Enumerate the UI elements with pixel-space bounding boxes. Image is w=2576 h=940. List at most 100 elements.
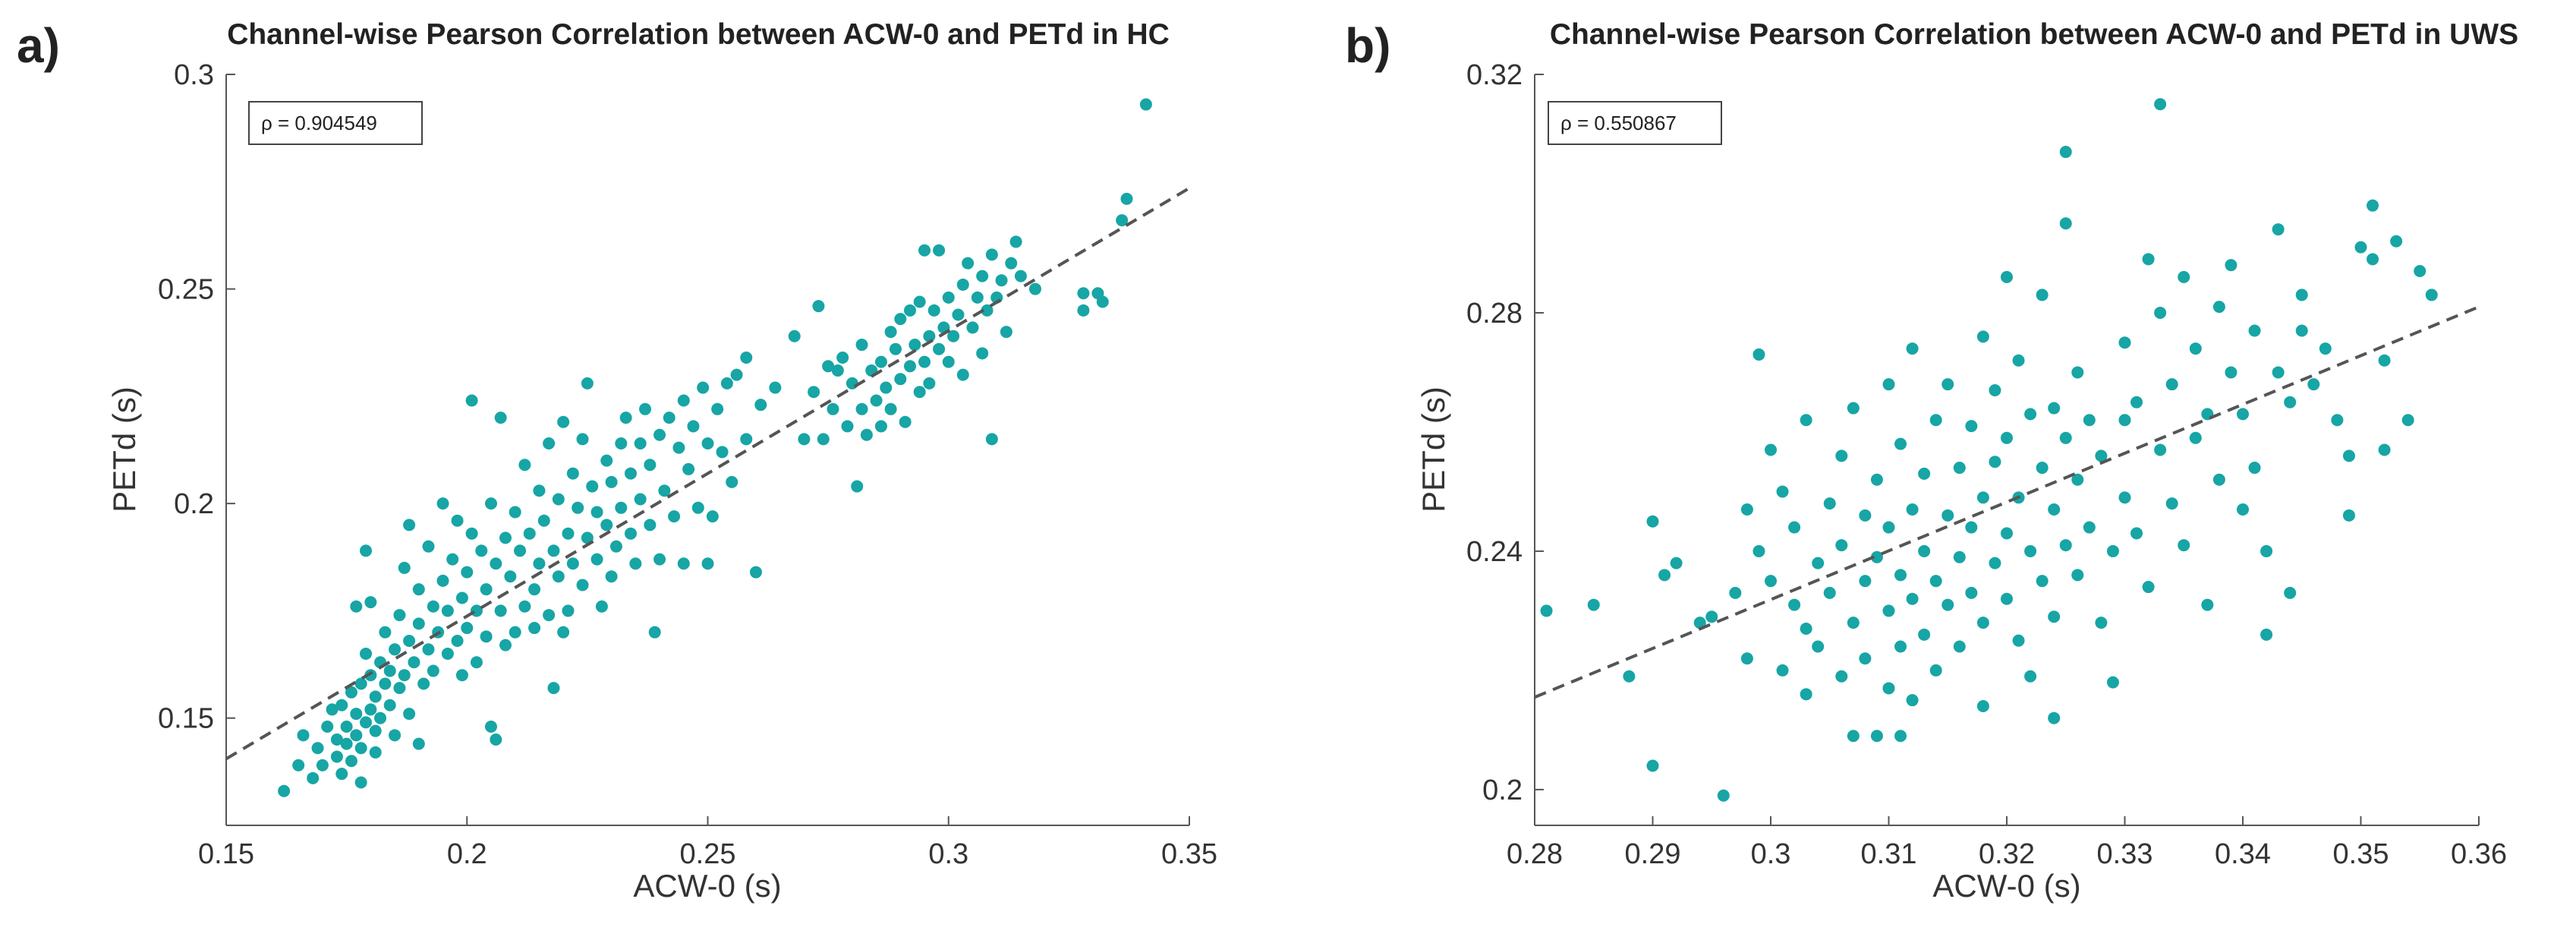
panel-a-data-point bbox=[697, 381, 710, 394]
panel-b-data-point bbox=[2095, 449, 2108, 462]
panel-a-data-point bbox=[455, 669, 468, 682]
panel-a-data-point bbox=[942, 355, 955, 368]
panel-b-x-tick-label: 0.33 bbox=[2097, 838, 2153, 870]
panel-b-data-point bbox=[2390, 235, 2403, 248]
panel-a-data-point bbox=[1077, 304, 1090, 317]
panel-b-data-point bbox=[2106, 676, 2119, 689]
panel-b-rho-box bbox=[1548, 101, 1722, 145]
panel-a-data-point bbox=[798, 433, 811, 446]
panel-a-data-point bbox=[605, 475, 618, 488]
panel-a-data-point bbox=[533, 484, 546, 497]
panel-a-data-point bbox=[870, 394, 883, 407]
panel-a-data-point bbox=[562, 604, 575, 617]
panel-b-data-point bbox=[1976, 700, 1989, 713]
panel-a-data-point bbox=[552, 493, 565, 506]
panel-b-data-point bbox=[1646, 515, 1659, 528]
panel-b-data-point bbox=[2154, 98, 2167, 111]
panel-a-data-point bbox=[1116, 214, 1129, 227]
panel-a-data-point bbox=[379, 677, 392, 690]
panel-a-data-point bbox=[350, 729, 363, 742]
panel-a-data-point bbox=[350, 708, 363, 721]
panel-a-data-point bbox=[966, 321, 979, 334]
panel-a-y-tick-label: 0.15 bbox=[158, 703, 214, 735]
panel-b-data-point bbox=[1752, 544, 1765, 557]
panel-b-data-point bbox=[2248, 462, 2261, 475]
panel-a-data-point bbox=[383, 699, 396, 711]
panel-a-data-point bbox=[537, 514, 550, 527]
panel-b-y-tick-label: 0.24 bbox=[1466, 536, 1523, 568]
panel-b-data-point bbox=[2059, 431, 2072, 444]
panel-a-data-point bbox=[658, 484, 671, 497]
panel-a-data-point bbox=[340, 737, 353, 750]
panel-a-data-point bbox=[480, 630, 493, 643]
panel-a-data-point bbox=[422, 643, 435, 656]
panel-a-data-point bbox=[909, 339, 921, 352]
panel-b-data-point bbox=[2036, 575, 2049, 588]
panel-a-data-point bbox=[923, 377, 936, 390]
panel-b-data-point bbox=[2106, 544, 2119, 557]
panel-a-data-point bbox=[354, 742, 367, 755]
panel-a-data-point bbox=[297, 729, 310, 742]
panel-a-data-point bbox=[354, 776, 367, 789]
panel-a-data-point bbox=[340, 721, 353, 733]
panel-a-data-point bbox=[369, 724, 382, 737]
panel-b-data-point bbox=[1894, 437, 1907, 450]
panel-b-data-point bbox=[2048, 711, 2061, 724]
panel-a-data-point bbox=[480, 583, 493, 596]
panel-a-data-point bbox=[682, 462, 695, 475]
panel-a-data-point bbox=[403, 634, 416, 647]
panel-a-data-point bbox=[484, 497, 497, 510]
panel-a-x-tick-label: 0.3 bbox=[928, 838, 968, 870]
panel-a-data-point bbox=[981, 304, 994, 317]
panel-b-data-point bbox=[2071, 569, 2084, 582]
panel-b-data-point bbox=[2295, 289, 2308, 301]
panel-a-data-point bbox=[470, 656, 483, 669]
panel-a-data-point bbox=[985, 433, 998, 446]
panel-b-data-point bbox=[1776, 485, 1789, 498]
panel-a-y-label: PETd (s) bbox=[106, 386, 142, 513]
panel-b-data-point bbox=[1976, 330, 1989, 343]
panel-a-data-point bbox=[475, 544, 488, 557]
panel-a-data-point bbox=[653, 428, 666, 441]
panel-a-data-point bbox=[590, 506, 603, 519]
panel-b-data-point bbox=[1587, 598, 1600, 611]
panel-a-data-point bbox=[976, 347, 989, 360]
panel-a-data-point bbox=[851, 480, 864, 493]
panel-a-data-point bbox=[1077, 287, 1090, 300]
panel-b-data-point bbox=[1800, 688, 1812, 701]
panel-b-data-point bbox=[2225, 366, 2237, 379]
panel-b-data-point bbox=[2012, 634, 2025, 647]
panel-a-data-point bbox=[933, 244, 946, 257]
panel-a-data-point bbox=[552, 570, 565, 583]
panel-a-data-point bbox=[364, 669, 377, 682]
panel-a-data-point bbox=[528, 583, 541, 596]
panel-b-x-tick-label: 0.35 bbox=[2333, 838, 2389, 870]
panel-a-data-point bbox=[417, 677, 430, 690]
panel-b-data-point bbox=[2071, 366, 2084, 379]
panel-b-data-point bbox=[2367, 199, 2379, 212]
panel-b-data-point bbox=[2165, 497, 2178, 510]
panel-b-data-point bbox=[1740, 503, 1753, 516]
panel-a-data-point bbox=[634, 437, 647, 450]
panel-a-data-point bbox=[971, 291, 984, 304]
panel-a-data-point bbox=[586, 480, 599, 493]
panel-b-data-point bbox=[2178, 539, 2190, 552]
panel-b-data-point bbox=[1906, 342, 1919, 355]
panel-b-data-point bbox=[2319, 342, 2332, 355]
panel-a-data-point bbox=[576, 433, 589, 446]
panel-b-data-point bbox=[2225, 259, 2237, 272]
panel-a-data-point bbox=[412, 617, 425, 630]
panel-b-title: Channel-wise Pearson Correlation between… bbox=[1550, 18, 2518, 51]
panel-b-data-point bbox=[2272, 366, 2285, 379]
panel-b-data-point bbox=[2130, 396, 2143, 408]
panel-a-data-point bbox=[952, 308, 965, 321]
panel-b-data-point bbox=[2260, 544, 2273, 557]
panel-a-data-point bbox=[345, 686, 357, 699]
panel-b-data-point bbox=[1965, 420, 1978, 433]
panel-a-data-point bbox=[639, 402, 652, 415]
panel-a-data-point bbox=[1014, 270, 1027, 282]
panel-b-data-point bbox=[1847, 617, 1860, 629]
panel-a-data-point bbox=[451, 514, 464, 527]
panel-a-data-point bbox=[427, 664, 439, 677]
panel-b-data-point bbox=[1918, 544, 1931, 557]
